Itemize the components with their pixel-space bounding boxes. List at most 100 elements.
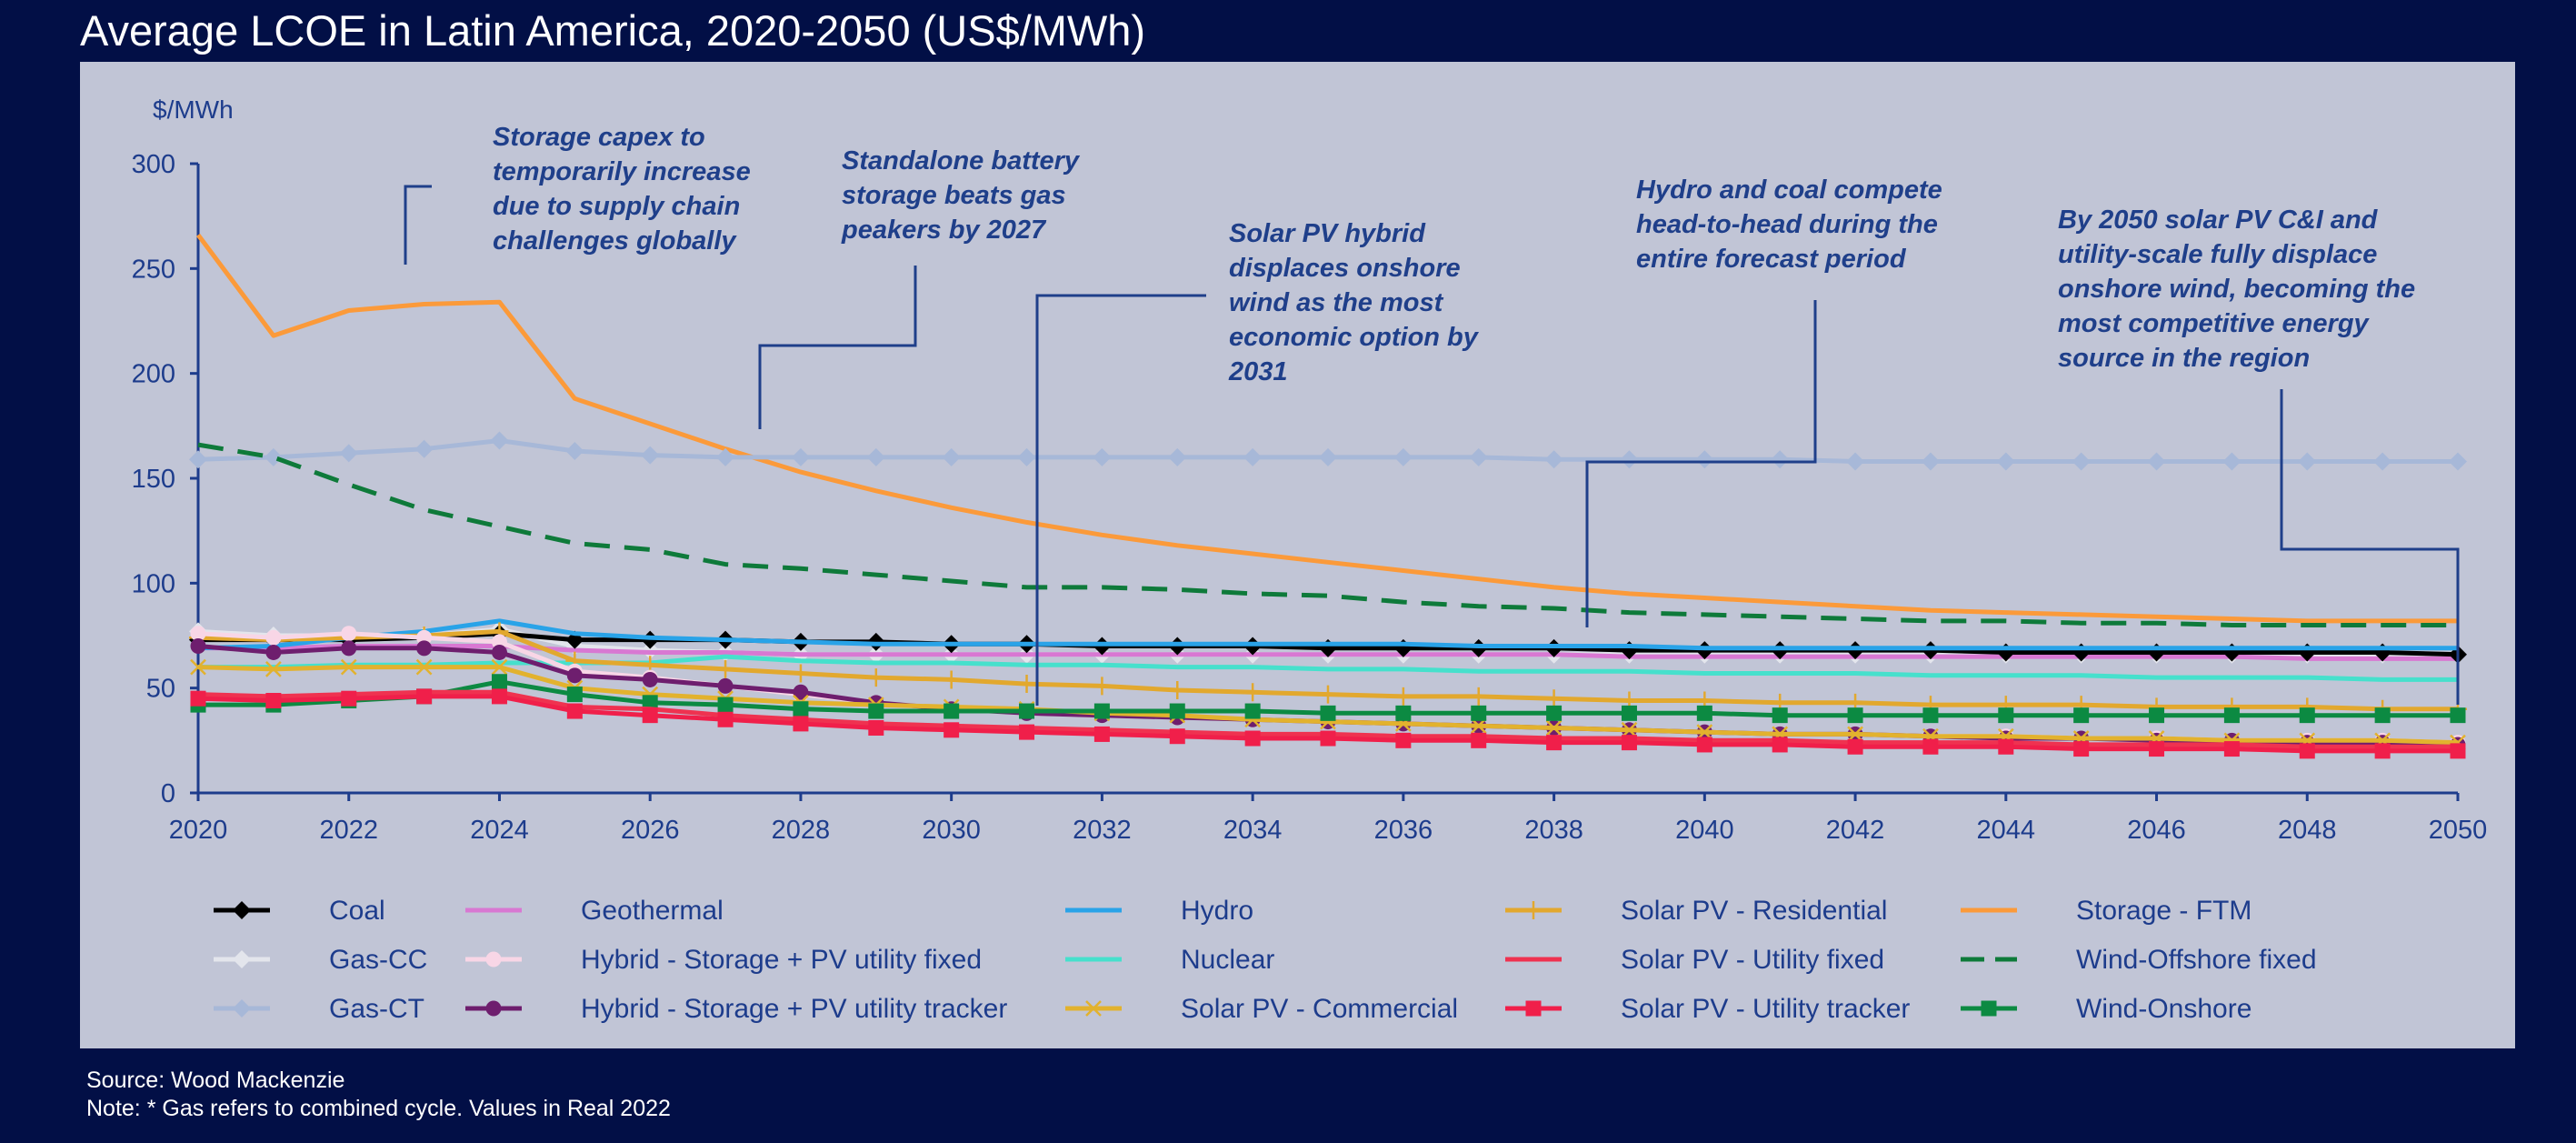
annotation-line: peakers by 2027 [841,216,1047,245]
x-tick-label: 2038 [1524,816,1583,845]
data-point [566,703,583,719]
data-point [866,447,885,466]
data-point [565,442,584,461]
data-point [1019,703,1035,719]
data-point [491,658,508,676]
data-point [944,722,960,738]
legend: Coal Gas-CC Gas-CT Geothermal Hybrid - Stora… [214,896,2317,1024]
annotation-line: Solar PV hybrid [1229,219,1426,248]
data-point [414,439,434,458]
data-point [1621,721,1638,738]
data-point [233,901,251,919]
data-point [942,447,961,466]
data-point [791,664,810,683]
annotation-leader [1585,300,1817,627]
data-point [1093,703,1110,719]
source-note: Source: Wood Mackenzie [86,1068,345,1093]
annotation-3: Solar PV hybrid displaces onshore wind as … [1035,219,1480,706]
data-point [717,677,734,694]
legend-item-geothermal: Geothermal [465,896,724,926]
annotation-line: head-to-head during the [1636,210,1938,239]
legend-label: Nuclear [1181,945,1274,975]
series-line [195,233,2458,624]
data-point [1545,719,1563,737]
data-point [1320,730,1336,747]
data-point [415,658,433,676]
series-gas-ct [189,431,2467,471]
data-point [1320,705,1336,721]
data-point [717,697,734,713]
data-point [2223,741,2240,757]
data-point [1470,717,1487,735]
chart-title: Average LCOE in Latin America, 2020-2050… [80,6,1146,55]
data-point [2073,741,2090,757]
data-point [265,644,282,660]
data-point [1921,452,1940,471]
data-point [1525,1000,1542,1017]
annotation-text: By 2050 solar PV C&I and utility-scale fu… [2058,206,2415,373]
data-point [1243,683,1263,702]
data-point [265,661,282,677]
data-point [1319,685,1337,704]
data-point [642,671,658,687]
annotation-line: Hydro and coal compete [1636,175,1942,205]
data-point [1981,1000,1997,1017]
annotation-line: utility-scale fully displace [2058,240,2377,269]
annotation-2: Standalone battery storage beats gas peake… [758,146,1081,429]
data-point [339,444,358,463]
data-point [642,695,658,711]
data-point [1695,450,1714,469]
legend-item-solar-pv-residential: Solar PV - Residential [1505,896,1887,926]
data-point [485,951,502,968]
footnote: Note: * Gas refers to combined cycle. Va… [86,1096,671,1121]
annotation-leader [2280,389,2460,705]
data-point [1085,1000,1102,1017]
x-tick-label: 2034 [1223,816,1283,845]
data-point [868,703,884,719]
data-point [190,658,206,676]
series-hydro [197,618,2458,651]
annotation-line: Standalone battery [842,146,1081,175]
x-tick-label: 2048 [2278,816,2337,845]
annotation-1: Storage capex to temporarily increase due … [404,123,751,265]
annotation-line: storage beats gas [842,181,1066,210]
annotation-line: 2031 [1228,357,1288,386]
y-tick-label: 250 [132,255,175,284]
annotation-leader [758,266,917,429]
legend-item-gas-ct: Gas-CT [214,994,424,1024]
data-point [485,1000,502,1017]
legend-item-nuclear: Nuclear [1065,945,1274,975]
data-point [1996,452,2015,471]
legend-label: Hybrid - Storage + PV utility tracker [581,994,1007,1024]
annotation-text: Hydro and coal compete head-to-head durin… [1636,175,1942,274]
data-point [1168,680,1187,699]
data-point [341,626,357,642]
data-point [2223,707,2240,724]
data-point [642,707,658,724]
data-point [2149,741,2165,757]
annotation-line: onshore wind, becoming the [2058,275,2415,304]
legend-label: Solar PV - Residential [1621,896,1887,926]
data-point [1922,707,1939,724]
y-tick-label: 100 [132,569,175,598]
data-point [1696,724,1713,740]
x-tick-label: 2030 [922,816,981,845]
data-point [716,659,735,678]
data-point [2149,707,2165,724]
legend-item-hybrid-storage-pv-utility-fixed: Hybrid - Storage + PV utility fixed [465,945,982,975]
data-point [1771,450,1790,469]
annotation-line: challenges globally [493,226,737,256]
series-storage-ftm [195,233,2458,624]
y-tick-label: 200 [132,360,175,389]
legend-label: Gas-CT [329,994,424,1024]
data-point [1847,738,1863,755]
x-tick-label: 2024 [470,816,529,845]
data-point [1169,703,1185,719]
legend-item-coal: Coal [214,896,385,926]
data-point [1093,447,1112,466]
y-tick-label: 0 [161,779,175,808]
data-point [233,950,251,968]
data-point [491,644,507,660]
legend-item-solar-pv-utility-fixed: Solar PV - Utility fixed [1505,945,1884,975]
